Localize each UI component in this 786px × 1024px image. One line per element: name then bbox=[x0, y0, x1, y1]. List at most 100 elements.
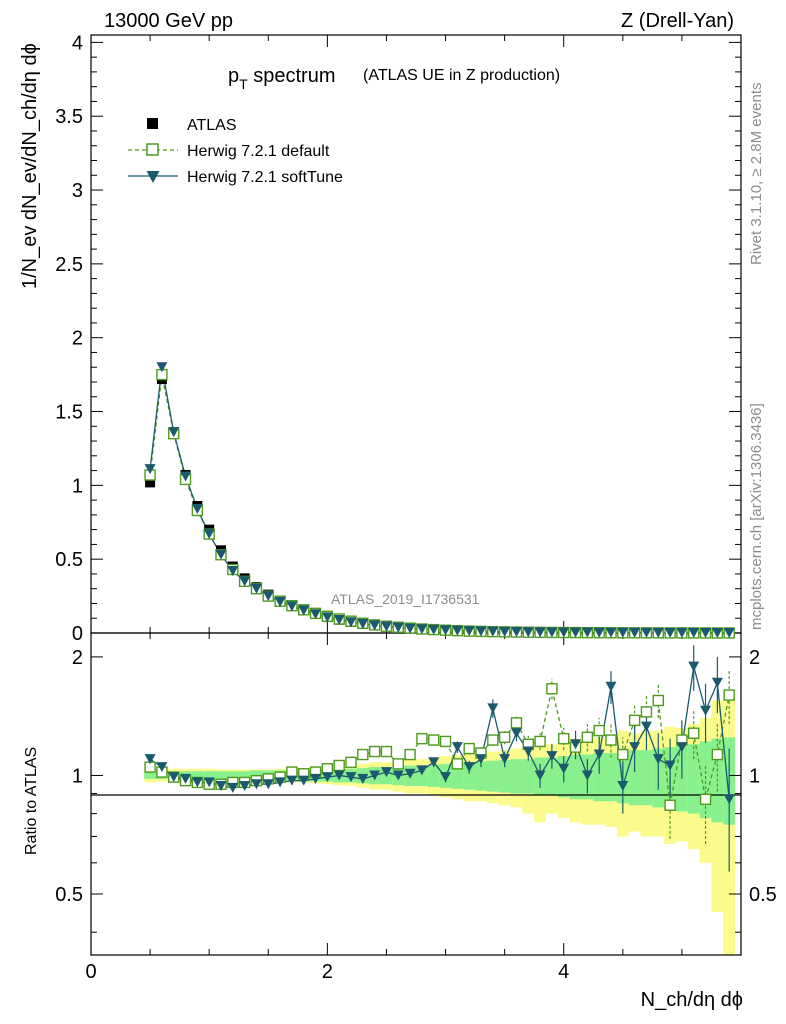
legend-marker-atlas bbox=[147, 118, 158, 129]
herwig-softtune-point bbox=[546, 627, 558, 638]
main-y-axis-label: 1/N_ev dN_ev/dN_ch/dη dϕ bbox=[19, 43, 41, 289]
ratio-herwig-softtune-point bbox=[203, 777, 215, 788]
ratio-herwig-softtune-point bbox=[180, 773, 192, 784]
ratio-herwig-default-point bbox=[711, 748, 724, 761]
ratio-series-group bbox=[144, 645, 735, 872]
herwig-softtune-point bbox=[191, 503, 203, 514]
ratio-herwig-softtune-point bbox=[451, 742, 463, 753]
ratio-herwig-default-point bbox=[640, 706, 653, 718]
ratio-herwig-softtune-point bbox=[380, 767, 392, 778]
ratio-herwig-default-point bbox=[723, 689, 735, 701]
ratio-herwig-softtune-point bbox=[617, 781, 629, 792]
ratio-herwig-softtune-point bbox=[369, 770, 381, 781]
legend-label-softtune: Herwig 7.2.1 softTune bbox=[187, 169, 343, 186]
herwig-softtune-point bbox=[534, 627, 546, 638]
ratio-herwig-default-point bbox=[628, 714, 641, 727]
ratio-herwig-softtune-point bbox=[700, 705, 712, 716]
herwig-softtune-point bbox=[629, 627, 641, 638]
ratio-y-tick-label-right: 0.5 bbox=[749, 884, 777, 906]
ratio-herwig-softtune-point bbox=[581, 770, 593, 781]
ratio-herwig-softtune-point bbox=[463, 762, 475, 773]
atlas-point bbox=[145, 477, 156, 488]
band-inner-bin bbox=[475, 761, 487, 791]
ratio-herwig-softtune-point bbox=[664, 760, 676, 771]
ratio-herwig-default-point bbox=[357, 748, 369, 761]
band-inner-bin bbox=[605, 753, 617, 802]
ratio-herwig-softtune-point bbox=[298, 775, 310, 786]
ratio-y-tick-label-left: 1 bbox=[72, 765, 83, 787]
band-inner-bin bbox=[522, 759, 535, 794]
herwig-softtune-point bbox=[156, 362, 168, 373]
herwig-softtune-point bbox=[723, 627, 735, 638]
legend-label-default: Herwig 7.2.1 default bbox=[187, 143, 330, 160]
band-inner-bin bbox=[451, 763, 464, 789]
ratio-herwig-softtune-point bbox=[191, 777, 203, 788]
main-y-tick-label: 0.5 bbox=[55, 549, 83, 571]
ratio-herwig-softtune-point bbox=[262, 779, 274, 790]
band-inner-bin bbox=[687, 744, 700, 814]
ratio-y-ticks: 0.5 0.5 1 1 2 2 bbox=[55, 647, 777, 933]
ratio-herwig-default-point bbox=[286, 766, 298, 778]
band-inner-bin bbox=[640, 750, 653, 806]
ratio-herwig-softtune-point bbox=[250, 779, 262, 790]
herwig-softtune-point bbox=[499, 626, 511, 637]
ratio-herwig-softtune-point bbox=[640, 721, 652, 732]
herwig-softtune-point bbox=[239, 576, 251, 587]
ratio-herwig-default-point bbox=[368, 745, 381, 758]
ratio-herwig-default-point bbox=[404, 748, 416, 761]
ratio-herwig-softtune-point bbox=[522, 746, 534, 757]
herwig-softtune-point bbox=[215, 549, 227, 560]
ratio-herwig-default-point bbox=[699, 793, 712, 805]
rivet-label: Rivet 3.1.10, ≥ 2.8M events bbox=[748, 83, 765, 266]
herwig-softtune-point bbox=[357, 618, 369, 629]
x-axis-label: N_ch/dη dϕ bbox=[641, 989, 743, 1011]
herwig-softtune-point bbox=[203, 529, 215, 540]
ratio-herwig-softtune-point bbox=[487, 703, 499, 714]
ratio-herwig-softtune-point bbox=[321, 772, 333, 783]
ratio-herwig-softtune-point bbox=[404, 768, 416, 779]
herwig-softtune-point bbox=[463, 626, 475, 637]
herwig-softtune-point bbox=[369, 620, 381, 631]
legend: ATLAS Herwig 7.2.1 default Herwig 7.2.1 … bbox=[128, 117, 343, 186]
band-inner-bin bbox=[427, 764, 440, 787]
ratio-herwig-softtune-point bbox=[416, 765, 428, 776]
herwig-softtune-point bbox=[286, 601, 298, 612]
legend-marker-softtune bbox=[146, 171, 160, 183]
herwig-softtune-point bbox=[345, 617, 357, 628]
ratio-herwig-softtune-point bbox=[274, 777, 286, 788]
ratio-herwig-softtune-point bbox=[499, 754, 511, 765]
ratio-herwig-default-point bbox=[463, 742, 475, 755]
ratio-herwig-softtune-point bbox=[286, 775, 298, 786]
ratio-y-axis-label: Ratio to ATLAS bbox=[23, 747, 40, 855]
main-series-group bbox=[144, 362, 735, 639]
ratio-herwig-default-point bbox=[581, 731, 594, 743]
legend-label-atlas: ATLAS bbox=[187, 117, 237, 134]
ratio-y-tick-label-right: 1 bbox=[749, 765, 760, 787]
herwig-softtune-point bbox=[416, 624, 428, 635]
x-tick-label: 0 bbox=[85, 961, 96, 983]
herwig-softtune-point bbox=[310, 609, 322, 620]
herwig-softtune-point bbox=[475, 626, 487, 637]
ratio-herwig-default-point bbox=[546, 683, 558, 695]
ratio-herwig-default-point bbox=[333, 759, 345, 772]
main-y-tick-label: 0 bbox=[72, 623, 83, 645]
ratio-herwig-default-point bbox=[392, 758, 404, 770]
ratio-herwig-softtune-point bbox=[475, 754, 487, 765]
herwig-softtune-point bbox=[380, 621, 392, 632]
ratio-herwig-softtune-point bbox=[593, 749, 605, 760]
ratio-herwig-default-point bbox=[345, 756, 357, 768]
ratio-herwig-default-point bbox=[534, 735, 546, 748]
herwig-softtune-point bbox=[664, 627, 676, 638]
ratio-herwig-softtune-point bbox=[227, 782, 239, 793]
herwig-softtune-point bbox=[711, 627, 723, 638]
herwig-softtune-point bbox=[321, 612, 333, 623]
ratio-herwig-default-point bbox=[498, 731, 511, 743]
ratio-herwig-default-point bbox=[605, 734, 617, 746]
main-y-tick-label: 1.5 bbox=[55, 402, 83, 424]
herwig-softtune-point bbox=[180, 471, 192, 482]
herwig-softtune-point bbox=[250, 583, 262, 594]
analysis-watermark: ATLAS_2019_I1736531 bbox=[331, 591, 480, 607]
main-y-tick-label: 1 bbox=[72, 475, 83, 497]
ratio-herwig-default-point bbox=[593, 724, 605, 737]
